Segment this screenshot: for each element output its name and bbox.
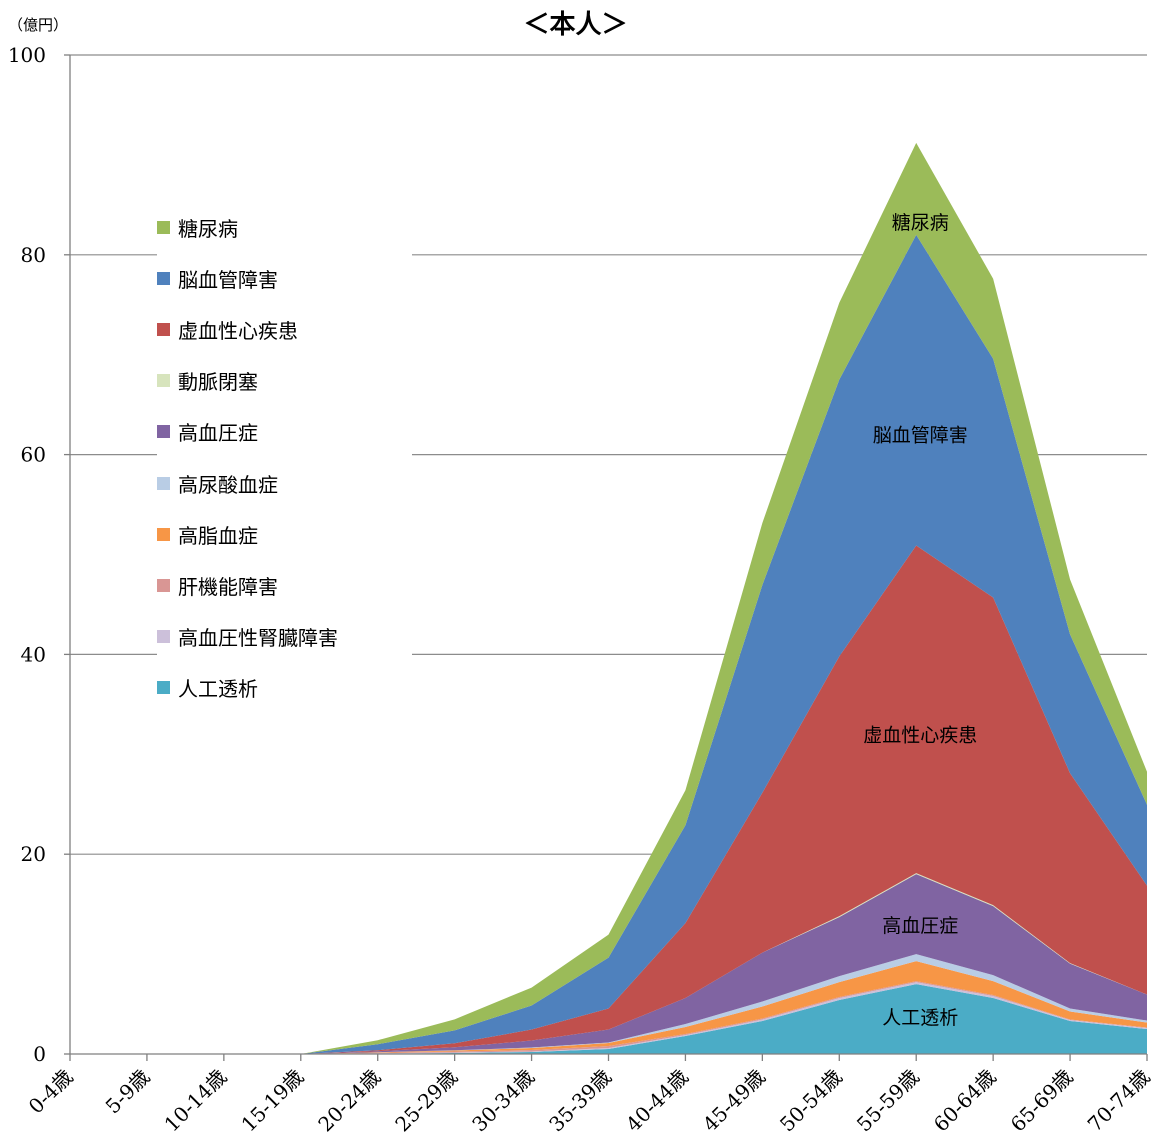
y-tick-label: 80: [21, 243, 46, 267]
legend-label: 虚血性心疾患: [178, 318, 298, 343]
x-tick-label: 25-29歳: [390, 1065, 462, 1137]
y-tick-label: 0: [33, 1042, 46, 1066]
x-tick-label: 40-44歳: [621, 1065, 693, 1137]
area-annotation: 高血圧症: [882, 915, 958, 937]
legend-swatch: [157, 681, 170, 695]
legend-item: 脳血管障害: [157, 265, 278, 292]
x-tick-label: 5-9歳: [101, 1065, 155, 1119]
legend-item: 肝機能障害: [157, 572, 278, 599]
legend-item: 虚血性心疾患: [157, 316, 298, 343]
x-tick-label: 65-69歳: [1006, 1065, 1078, 1137]
x-tick-label: 55-59歳: [852, 1065, 924, 1137]
x-tick-label: 60-64歳: [929, 1065, 1001, 1137]
legend-label: 高脂血症: [178, 523, 258, 548]
legend-label: 人工透析: [178, 677, 258, 702]
y-axis-unit-label: （億円）: [8, 16, 69, 34]
legend-swatch: [157, 374, 170, 388]
legend-label: 糖尿病: [178, 216, 238, 241]
y-tick-label: 60: [21, 443, 46, 467]
area-annotation: 脳血管障害: [873, 425, 968, 447]
x-tick-label: 0-4歳: [24, 1065, 78, 1119]
area-annotation: 人工透析: [882, 1007, 958, 1029]
legend-label: 高血圧症: [178, 421, 258, 446]
area-高血圧症: [70, 874, 1147, 1054]
legend-swatch: [157, 271, 170, 285]
x-tick-label: 45-49歳: [698, 1065, 770, 1137]
legend-swatch: [157, 220, 170, 234]
legend-swatch: [157, 578, 170, 592]
legend-swatch: [157, 322, 170, 336]
legend-swatch: [157, 527, 170, 541]
legend-item: 動脈閉塞: [157, 368, 258, 394]
y-tick-label: 40: [21, 642, 46, 666]
legend-label: 動脈閉塞: [178, 370, 258, 395]
y-tick-label: 20: [21, 842, 46, 866]
legend-label: 高血圧性腎臓障害: [178, 626, 338, 651]
x-tick-label: 50-54歳: [775, 1065, 847, 1137]
x-tick-label: 70-74歳: [1083, 1065, 1151, 1137]
legend-swatch: [157, 630, 170, 644]
area-annotation: 糖尿病: [892, 212, 949, 234]
area-脳血管障害: [70, 234, 1147, 1054]
area-人工透析: [70, 984, 1147, 1054]
legend-label: 肝機能障害: [178, 574, 278, 599]
x-tick-label: 15-19歳: [236, 1065, 308, 1137]
legend-swatch: [157, 425, 170, 439]
legend-item: 高血圧症: [157, 419, 258, 445]
chart-title: ＜本人＞: [523, 10, 628, 40]
x-tick-label: 20-24歳: [313, 1065, 385, 1137]
area-虚血性心疾患: [70, 545, 1147, 1054]
y-tick-label: 100: [8, 43, 46, 67]
legend-item: 糖尿病: [157, 214, 238, 241]
legend-item: 人工透析: [157, 675, 258, 701]
legend-label: 高尿酸血症: [178, 472, 278, 497]
legend-item: 高尿酸血症: [157, 470, 278, 497]
area-高脂血症: [70, 961, 1147, 1054]
legend-label: 脳血管障害: [178, 267, 278, 292]
legend-swatch: [157, 476, 170, 490]
area-series: [70, 142, 1147, 1055]
legend: 糖尿病脳血管障害虚血性心疾患 動脈閉塞高血圧症高尿酸血症高脂血症肝機能障害高血圧性…: [157, 214, 412, 704]
legend-item: 高血圧性腎臓障害: [157, 624, 338, 650]
x-tick-label: 10-14歳: [160, 1065, 232, 1137]
area-annotation: 虚血性心疾患: [863, 724, 977, 746]
legend-item: 高脂血症: [157, 521, 258, 548]
x-tick-label: 30-34歳: [467, 1065, 539, 1137]
x-tick-label: 35-39歳: [544, 1065, 616, 1137]
